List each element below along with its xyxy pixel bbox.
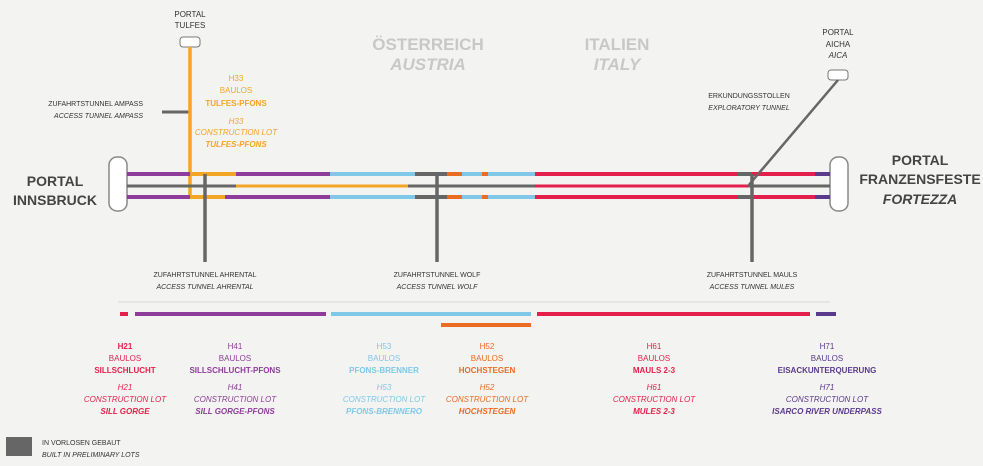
lot-h53-name-en: PFONS-BRENNERO <box>346 407 423 416</box>
lot-h71-name-en: ISARCO RIVER UNDERPASS <box>772 407 882 416</box>
lot-h71-baulos: BAULOS <box>811 354 843 363</box>
lot-h53-baulos: BAULOS <box>368 354 400 363</box>
portal-tulfes-label: PORTAL <box>174 10 206 19</box>
lot-h53: H53 BAULOS PFONS-BRENNER H53 CONSTRUCTIO… <box>343 342 426 416</box>
country-italy-en: ITALY <box>594 55 642 74</box>
portal-aicha-name: AICHA <box>826 40 851 49</box>
lot-h53-code2: H53 <box>377 383 392 392</box>
tunnel-exploratory-en: EXPLORATORY TUNNEL <box>708 105 790 112</box>
h33-name-en: TULFES-PFONS <box>205 140 267 149</box>
lot-h21-code: H21 <box>118 342 133 351</box>
lot-h21-name-en: SILL GORGE <box>100 407 150 416</box>
portal-franzensfeste-name-it: FORTEZZA <box>883 191 957 207</box>
lot-h71: H71 BAULOS EISACKUNTERQUERUNG H71 CONSTR… <box>772 342 882 416</box>
legend-swatch-preliminary <box>6 437 32 456</box>
country-austria-en: AUSTRIA <box>389 55 466 74</box>
lot-h71-name-de: EISACKUNTERQUERUNG <box>778 366 877 375</box>
lot-h71-code: H71 <box>820 342 835 351</box>
lot-h41-code2: H41 <box>228 383 243 392</box>
h33-code2: H33 <box>229 117 244 126</box>
portal-innsbruck-name: INNSBRUCK <box>13 192 97 208</box>
lot-h41-lot: CONSTRUCTION LOT <box>194 395 277 404</box>
legend-label-de: IN VORLOSEN GEBAUT <box>42 440 121 447</box>
lot-h52-baulos: BAULOS <box>471 354 503 363</box>
lot-h61-baulos: BAULOS <box>638 354 670 363</box>
lot-h53-code: H53 <box>377 342 392 351</box>
lot-h53-name-de: PFONS-BRENNER <box>349 366 419 375</box>
tunnel-ampass-en: ACCESS TUNNEL AMPASS <box>53 113 143 120</box>
lot-h53-lot: CONSTRUCTION LOT <box>343 395 426 404</box>
portal-aicha-box <box>827 69 849 81</box>
lot-h52-name-en: HOCHSTEGEN <box>459 407 516 416</box>
lot-h61: H61 BAULOS MAULS 2-3 H61 CONSTRUCTION LO… <box>613 342 696 416</box>
lot-h21-lot: CONSTRUCTION LOT <box>84 395 167 404</box>
portal-aicha-label: PORTAL <box>822 28 854 37</box>
tunnel-ahrental-en: ACCESS TUNNEL AHRENTAL <box>155 284 253 291</box>
portal-innsbruck-box <box>108 156 128 212</box>
tunnel-ahrental-de: ZUFAHRTSTUNNEL AHRENTAL <box>154 272 257 279</box>
portal-franzensfeste-name: FRANZENSFESTE <box>859 171 980 187</box>
tunnel-mauls-de: ZUFAHRTSTUNNEL MAULS <box>707 272 798 279</box>
portal-franzensfeste-box <box>829 156 849 212</box>
main-tunnel-tubes <box>127 172 830 199</box>
h33-name-de: TULFES-PFONS <box>205 99 267 108</box>
lot-h41-name-en: SILL GORGE-PFONS <box>195 407 275 416</box>
exploratory-diagonal <box>747 79 839 187</box>
lot-h61-name-en: MULES 2-3 <box>633 407 675 416</box>
h33-lot: CONSTRUCTION LOT <box>195 128 278 137</box>
tunnel-ampass-de: ZUFAHRTSTUNNEL AMPASS <box>48 101 143 108</box>
lot-h52-name-de: HOCHSTEGEN <box>459 366 516 375</box>
portal-tulfes-name: TULFES <box>175 21 206 30</box>
portal-aicha-name-it: AICA <box>828 51 848 60</box>
lot-h52-code2: H52 <box>480 383 495 392</box>
lot-h41-baulos: BAULOS <box>219 354 251 363</box>
lot-h61-name-de: MAULS 2-3 <box>633 366 676 375</box>
lot-h52: H52 BAULOS HOCHSTEGEN H52 CONSTRUCTION L… <box>446 342 529 416</box>
lot-h71-code2: H71 <box>820 383 835 392</box>
portal-franzensfeste-label: PORTAL <box>892 152 949 168</box>
lot-h21-code2: H21 <box>118 383 133 392</box>
lot-h71-lot: CONSTRUCTION LOT <box>786 395 869 404</box>
lot-h41-code: H41 <box>228 342 243 351</box>
lot-h52-code: H52 <box>480 342 495 351</box>
lot-h61-lot: CONSTRUCTION LOT <box>613 395 696 404</box>
portal-innsbruck-label: PORTAL <box>27 173 84 189</box>
h33-code: H33 <box>229 74 244 83</box>
portal-tulfes-box <box>179 36 201 48</box>
lot-h52-lot: CONSTRUCTION LOT <box>446 395 529 404</box>
lot-h61-code: H61 <box>647 342 662 351</box>
lot-h21: H21 BAULOS SILLSCHLUCHT H21 CONSTRUCTION… <box>84 342 167 416</box>
tunnel-exploratory-de: ERKUNDUNGSSTOLLEN <box>708 93 790 100</box>
tunnel-wolf-en: ACCESS TUNNEL WOLF <box>396 284 478 291</box>
h33-baulos: BAULOS <box>220 86 252 95</box>
lot-h21-name-de: SILLSCHLUCHT <box>94 366 155 375</box>
country-italy-de: ITALIEN <box>585 35 650 54</box>
legend-label-en: BUILT IN PRELIMINARY LOTS <box>42 452 140 459</box>
country-austria-de: ÖSTERREICH <box>372 35 483 54</box>
tunnel-wolf-de: ZUFAHRTSTUNNEL WOLF <box>394 272 481 279</box>
lot-h61-code2: H61 <box>647 383 662 392</box>
tunnel-mauls-en: ACCESS TUNNEL MULES <box>709 284 795 291</box>
lot-h21-baulos: BAULOS <box>109 354 141 363</box>
lot-h41-name-de: SILLSCHLUCHT-PFONS <box>189 366 281 375</box>
lot-h41: H41 BAULOS SILLSCHLUCHT-PFONS H41 CONSTR… <box>189 342 281 416</box>
